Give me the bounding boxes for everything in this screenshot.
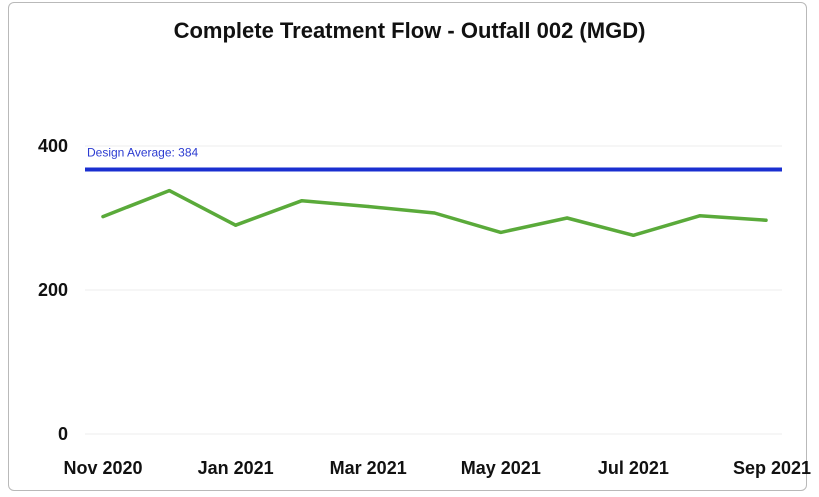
data-point (499, 230, 503, 234)
data-point (300, 199, 304, 203)
design-average-label: Design Average: 384 (87, 146, 199, 160)
gridlines (85, 145, 782, 435)
x-tick-label: Sep 2021 (733, 458, 811, 478)
x-tick-label: Mar 2021 (330, 458, 407, 478)
y-tick-label: 400 (38, 136, 68, 156)
y-tick-label: 0 (58, 424, 68, 444)
chart-frame (8, 2, 807, 491)
x-tick-label: Jul 2021 (598, 458, 669, 478)
data-point (234, 223, 238, 227)
x-tick-label: Jan 2021 (198, 458, 274, 478)
data-point (167, 189, 171, 193)
x-tick-label: Nov 2020 (63, 458, 142, 478)
data-point (764, 218, 768, 222)
chart-title: Complete Treatment Flow - Outfall 002 (M… (173, 18, 646, 43)
data-point (698, 214, 702, 218)
x-axis-ticks: Nov 2020 Jan 2021 Mar 2021 May 2021 Jul 2021… (63, 458, 811, 478)
design-average-group: Design Average: 384 (85, 146, 782, 172)
data-point (631, 233, 636, 237)
y-tick-label: 200 (38, 280, 68, 300)
series-group (101, 188, 768, 238)
y-axis-ticks: 0 200 400 (38, 136, 68, 444)
x-tick-label: May 2021 (461, 458, 541, 478)
data-point (432, 211, 437, 215)
data-point (101, 214, 105, 219)
data-point (366, 204, 370, 209)
data-point (565, 216, 569, 220)
